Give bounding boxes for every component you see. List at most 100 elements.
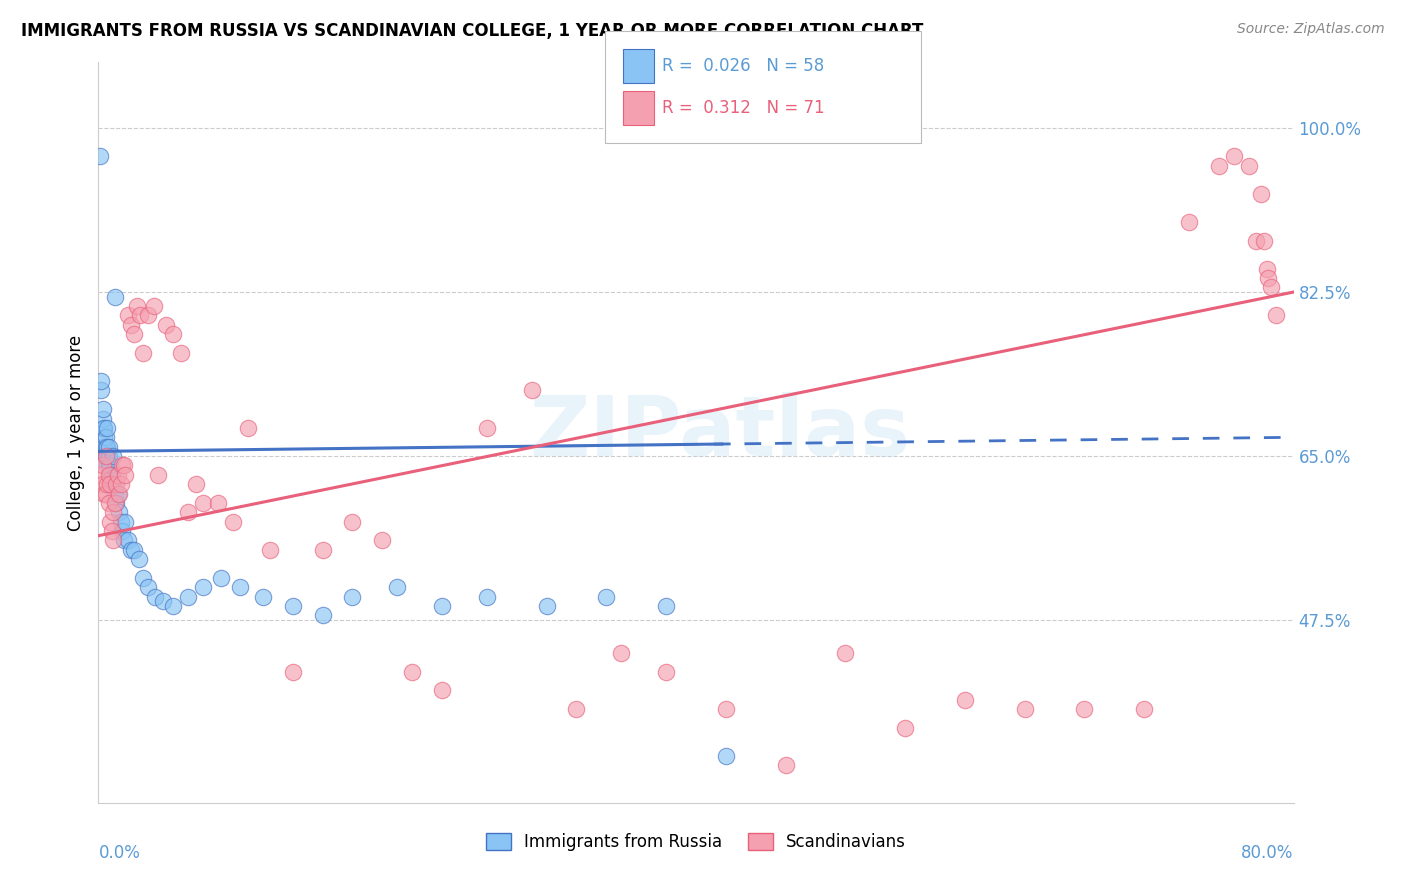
Text: R =  0.312   N = 71: R = 0.312 N = 71	[662, 99, 825, 117]
Point	[124, 327, 146, 342]
Point	[311, 608, 333, 623]
Point	[101, 524, 124, 538]
Point	[385, 580, 409, 594]
Point	[1178, 215, 1201, 229]
Point	[1244, 234, 1267, 248]
Point	[94, 440, 117, 454]
Point	[169, 346, 191, 360]
Point	[120, 542, 142, 557]
Point	[91, 458, 114, 473]
Point	[595, 590, 617, 604]
Point	[89, 149, 111, 163]
Point	[1256, 261, 1278, 276]
Point	[93, 421, 115, 435]
Point	[655, 665, 678, 679]
Point	[520, 384, 543, 398]
Point	[94, 430, 117, 444]
Point	[97, 467, 120, 482]
Point	[104, 290, 127, 304]
Text: Source: ZipAtlas.com: Source: ZipAtlas.com	[1237, 22, 1385, 37]
Point	[281, 599, 304, 613]
Point	[714, 702, 737, 716]
Point	[148, 467, 170, 482]
Point	[775, 758, 797, 772]
Point	[430, 683, 453, 698]
Point	[229, 580, 252, 594]
Point	[342, 515, 364, 529]
Point	[90, 384, 112, 398]
Legend: Immigrants from Russia, Scandinavians: Immigrants from Russia, Scandinavians	[479, 826, 912, 857]
Point	[1237, 159, 1260, 173]
Point	[96, 440, 118, 454]
Point	[105, 496, 128, 510]
Point	[475, 421, 498, 435]
Point	[103, 533, 125, 548]
Point	[191, 496, 214, 510]
Point	[401, 665, 423, 679]
Point	[107, 467, 129, 482]
Point	[91, 411, 114, 425]
Point	[101, 477, 124, 491]
Text: 0.0%: 0.0%	[98, 844, 141, 862]
Point	[98, 467, 122, 482]
Point	[1260, 280, 1282, 294]
Point	[90, 374, 112, 388]
Y-axis label: College, 1 year or more: College, 1 year or more	[66, 334, 84, 531]
Point	[430, 599, 453, 613]
Point	[834, 646, 856, 660]
Point	[117, 309, 139, 323]
Point	[1208, 159, 1230, 173]
Point	[98, 458, 122, 473]
Point	[127, 299, 149, 313]
Point	[953, 692, 976, 706]
Point	[342, 590, 364, 604]
Point	[94, 449, 117, 463]
Point	[565, 702, 588, 716]
Point	[155, 318, 177, 332]
Point	[105, 477, 128, 491]
Point	[259, 542, 281, 557]
Point	[207, 496, 229, 510]
Point	[136, 580, 159, 594]
Point	[97, 458, 120, 473]
Point	[91, 402, 114, 417]
Point	[110, 515, 132, 529]
Point	[1257, 271, 1279, 285]
Point	[96, 421, 118, 435]
Point	[114, 515, 136, 529]
Point	[1014, 702, 1036, 716]
Point	[184, 477, 207, 491]
Point	[107, 486, 129, 500]
Point	[120, 318, 142, 332]
Point	[111, 458, 134, 473]
Point	[97, 440, 120, 454]
Point	[117, 533, 139, 548]
Point	[1250, 186, 1272, 201]
Point	[281, 665, 304, 679]
Point	[98, 477, 122, 491]
Point	[91, 421, 114, 435]
Point	[1253, 234, 1275, 248]
Point	[311, 542, 333, 557]
Point	[371, 533, 394, 548]
Point	[1264, 309, 1286, 323]
Point	[136, 309, 159, 323]
Point	[97, 496, 120, 510]
Point	[124, 542, 146, 557]
Point	[236, 421, 259, 435]
Point	[93, 430, 115, 444]
Text: ZIPatlas: ZIPatlas	[530, 392, 910, 473]
Point	[152, 594, 174, 608]
Point	[103, 505, 125, 519]
Point	[96, 458, 118, 473]
Point	[101, 467, 124, 482]
Point	[894, 721, 917, 735]
Point	[177, 590, 200, 604]
Point	[112, 533, 135, 548]
Point	[132, 571, 155, 585]
Point	[132, 346, 155, 360]
Point	[97, 449, 120, 463]
Point	[129, 309, 152, 323]
Point	[112, 458, 135, 473]
Point	[222, 515, 245, 529]
